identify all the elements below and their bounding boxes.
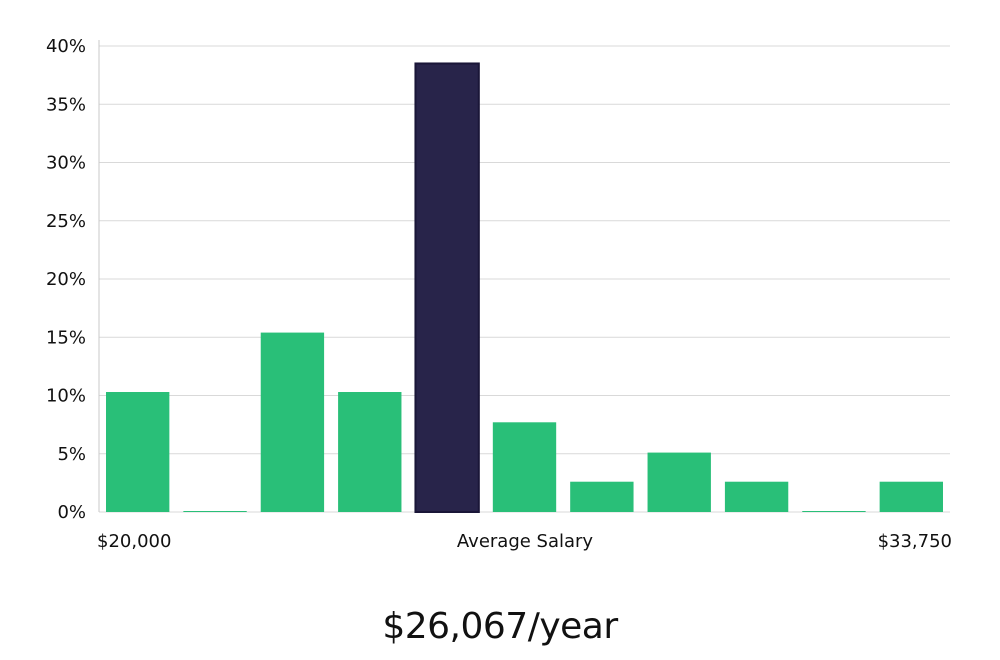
- average-salary-summary: $26,067/year: [382, 606, 618, 647]
- y-tick-label: 15%: [46, 327, 86, 348]
- bar: [647, 452, 711, 512]
- bar: [879, 481, 943, 512]
- x-axis-title: Average Salary: [457, 531, 594, 552]
- bar: [802, 511, 866, 512]
- bar: [570, 481, 634, 512]
- y-tick-label: 0%: [57, 502, 86, 523]
- bar: [338, 392, 402, 512]
- y-tick-label: 10%: [46, 386, 86, 407]
- y-tick-label: 30%: [46, 153, 86, 174]
- y-axis-ticks: 0% 5% 10% 15% 20% 25% 30% 35% 40%: [46, 36, 86, 523]
- bar-highlighted: [414, 62, 480, 513]
- x-axis-max-label: $33,750: [878, 531, 952, 552]
- bar: [183, 511, 247, 512]
- y-tick-label: 35%: [46, 94, 86, 115]
- y-tick-label: 25%: [46, 211, 86, 232]
- bar: [724, 481, 789, 512]
- histogram-chart: 0% 5% 10% 15% 20% 25% 30% 35% 40% $20,000 Averag…: [46, 36, 952, 552]
- bar: [492, 422, 557, 512]
- grid-lines: [99, 45, 950, 513]
- x-axis-min-label: $20,000: [97, 531, 171, 552]
- y-tick-label: 40%: [46, 36, 86, 57]
- y-tick-label: 5%: [57, 444, 86, 465]
- bar: [106, 392, 170, 512]
- y-tick-label: 20%: [46, 269, 86, 290]
- bars: [106, 62, 943, 513]
- bar: [260, 332, 325, 512]
